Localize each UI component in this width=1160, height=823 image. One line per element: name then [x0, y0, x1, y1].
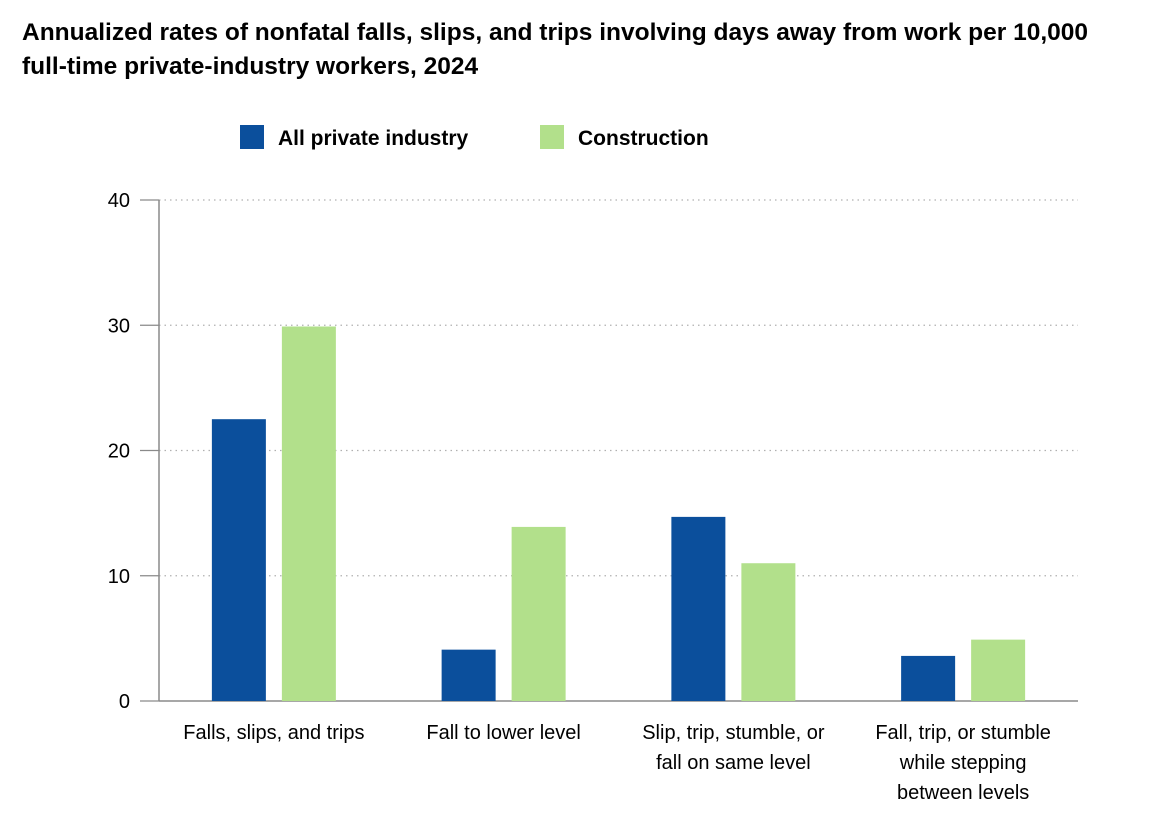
x-axis-label: Falls, slips, and trips: [183, 722, 364, 744]
y-tick-label: 30: [108, 315, 130, 337]
legend-swatch: [240, 125, 264, 149]
bar-all-private-industry: [211, 419, 266, 701]
bar-construction: [971, 639, 1026, 701]
bar-all-private-industry: [901, 655, 956, 701]
x-axis-labels: Falls, slips, and trips Fall to lower lev…: [183, 722, 1051, 804]
x-axis-label-line: while stepping: [899, 752, 1027, 774]
legend-label: All private industry: [278, 127, 469, 150]
gridlines: [159, 199, 1078, 577]
x-axis-label-line: fall on same level: [656, 752, 811, 774]
x-axis-label-line: Fall, trip, or stumble: [875, 722, 1051, 744]
x-axis-label: Fall, trip, or stumble while stepping betw…: [875, 722, 1051, 804]
bar-construction: [281, 326, 336, 701]
chart-title: Annualized rates of nonfatal falls, slip…: [22, 19, 1089, 80]
bar-construction: [511, 526, 566, 701]
bars: [211, 326, 1026, 701]
y-axis-ticks: 0 10 20 30 40: [108, 190, 159, 713]
y-tick-label: 10: [108, 566, 130, 588]
bar-construction: [741, 563, 796, 701]
y-tick-label: 20: [108, 441, 130, 463]
y-tick-label: 0: [119, 691, 130, 713]
x-axis-label: Slip, trip, stumble, or fall on same leve…: [642, 722, 825, 774]
x-axis-label-line: Fall to lower level: [426, 722, 581, 744]
legend: All private industry Construction: [240, 125, 709, 150]
legend-label: Construction: [578, 127, 709, 150]
x-axis-label: Fall to lower level: [426, 722, 581, 744]
x-axis-label-line: between levels: [897, 782, 1029, 804]
bar-all-private-industry: [671, 516, 726, 701]
y-tick-label: 40: [108, 190, 130, 212]
legend-swatch: [540, 125, 564, 149]
x-axis-label-line: Falls, slips, and trips: [183, 722, 364, 744]
bar-all-private-industry: [441, 649, 496, 701]
x-axis-label-line: Slip, trip, stumble, or: [642, 722, 825, 744]
